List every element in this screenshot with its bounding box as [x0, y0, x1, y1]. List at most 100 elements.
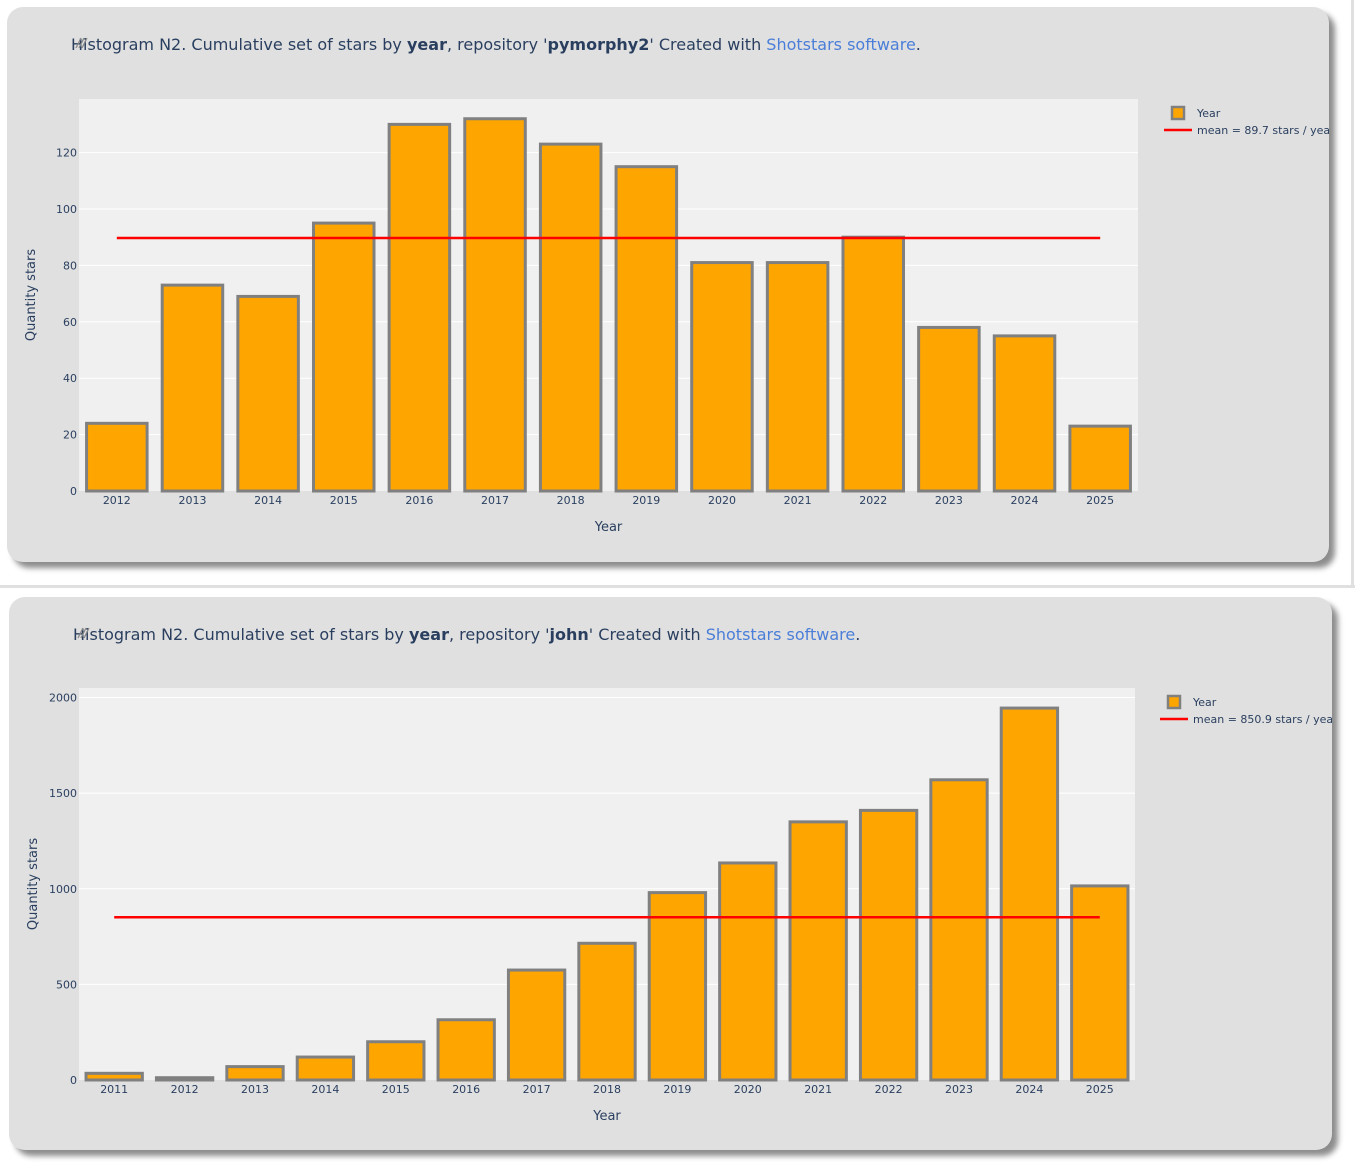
- bar-2019: [614, 165, 679, 493]
- bar-2017: [506, 968, 567, 1082]
- title-quote: ': [588, 625, 594, 644]
- bar-2013: [225, 1065, 285, 1082]
- x-tick-label: 2021: [804, 1083, 832, 1096]
- x-tick-label: 2023: [935, 494, 963, 507]
- title-quote: ': [649, 35, 654, 54]
- x-tick-label: 2020: [734, 1083, 762, 1096]
- bar-2015: [311, 221, 376, 493]
- y-tick-label: 1500: [49, 787, 77, 800]
- x-tick-label: 2025: [1086, 494, 1114, 507]
- title-end: .: [855, 625, 861, 644]
- bar-2023: [929, 778, 989, 1082]
- title-created: Created with: [593, 625, 706, 644]
- x-tick-label: 2022: [875, 1083, 903, 1096]
- title-prefix: Histogram N2. Cumulative set of stars by: [73, 625, 409, 644]
- y-tick-label: 20: [63, 429, 77, 442]
- title-created: Created with: [653, 35, 767, 54]
- x-axis-title: Year: [594, 520, 623, 535]
- page-edge-line: [1351, 0, 1354, 586]
- x-tick-label: 2013: [178, 494, 206, 507]
- x-tick-label: 2022: [859, 494, 887, 507]
- chart-card-pymorphy2: Histogram N2. Cumulative set of stars by…: [7, 7, 1329, 562]
- y-tick-label: 500: [56, 978, 77, 991]
- title-middle: , repository ': [446, 35, 548, 54]
- bar-2012: [154, 1076, 215, 1082]
- legend-bar-label: Year: [1196, 107, 1221, 120]
- bar-2016: [436, 1018, 496, 1082]
- bar-2019: [647, 891, 708, 1082]
- x-tick-label: 2015: [382, 1083, 410, 1096]
- y-tick-label: 60: [63, 316, 77, 329]
- x-tick-label: 2025: [1086, 1083, 1114, 1096]
- title-repo-name: pymorphy2: [547, 35, 650, 54]
- bar-2018: [577, 941, 637, 1082]
- title-bold-word: year: [406, 35, 447, 54]
- legend-mean-label: mean = 850.9 stars / year: [1193, 713, 1332, 726]
- y-axis-title: Quantity stars: [24, 249, 39, 341]
- legend-bar-swatch: [1166, 694, 1182, 710]
- legend-bar-label: Year: [1192, 696, 1217, 709]
- x-tick-label: 2012: [171, 1083, 199, 1096]
- x-tick-label: 2023: [945, 1083, 973, 1096]
- bar-2021: [765, 261, 830, 493]
- bar-2014: [236, 294, 300, 493]
- y-axis-title: Quantity stars: [26, 838, 41, 930]
- y-tick-label: 2000: [49, 692, 77, 705]
- bar-2020: [718, 861, 778, 1082]
- bar-2012: [85, 421, 149, 493]
- chart-title: Histogram N2. Cumulative set of stars by…: [73, 625, 860, 644]
- x-tick-label: 2024: [1015, 1083, 1043, 1096]
- bar-2021: [788, 820, 848, 1082]
- y-tick-label: 100: [56, 203, 77, 216]
- bar-2025: [1068, 424, 1132, 493]
- bar-2022: [858, 808, 919, 1082]
- x-axis-title: Year: [592, 1109, 621, 1124]
- bar-2011: [84, 1071, 144, 1082]
- y-tick-label: 0: [70, 1074, 77, 1087]
- title-prefix: Histogram N2. Cumulative set of stars by: [71, 35, 407, 54]
- legend-bar-swatch: [1170, 105, 1186, 121]
- pencil-icon: [77, 627, 90, 639]
- chart-card-john: Histogram N2. Cumulative set of stars by…: [9, 597, 1332, 1150]
- bar-2017: [463, 117, 527, 493]
- x-tick-label: 2013: [241, 1083, 269, 1096]
- x-tick-label: 2018: [557, 494, 585, 507]
- x-tick-label: 2015: [330, 494, 358, 507]
- title-bold-word: year: [408, 625, 449, 644]
- bar-chart-svg: 0 500 1000 1500 2000 2011 2012 2013 2014 2015 2016…: [26, 688, 1332, 1124]
- x-tick-label: 2020: [708, 494, 736, 507]
- bar-2015: [366, 1040, 426, 1082]
- bar-2014: [295, 1055, 356, 1082]
- legend-mean-label: mean = 89.7 stars / year: [1197, 124, 1329, 137]
- title-middle: , repository ': [448, 625, 550, 644]
- x-tick-label: 2014: [311, 1083, 339, 1096]
- bar-2025: [1070, 884, 1130, 1082]
- bar-2016: [387, 122, 452, 493]
- bar-2024: [999, 706, 1060, 1082]
- x-tick-label: 2016: [452, 1083, 480, 1096]
- x-tick-label: 2017: [481, 494, 509, 507]
- shotstars-link[interactable]: Shotstars software: [705, 625, 856, 644]
- x-tick-label: 2021: [784, 494, 812, 507]
- bar-2013: [160, 283, 225, 493]
- y-tick-label: 0: [70, 485, 77, 498]
- x-tick-label: 2024: [1011, 494, 1039, 507]
- title-repo-name: john: [549, 625, 589, 644]
- section-divider: [0, 585, 1355, 588]
- title-end: .: [915, 35, 921, 54]
- x-tick-label: 2018: [593, 1083, 621, 1096]
- y-tick-label: 80: [63, 259, 77, 272]
- bar-2022: [841, 235, 906, 493]
- bar-2018: [538, 142, 603, 493]
- x-tick-label: 2012: [103, 494, 131, 507]
- x-tick-label: 2014: [254, 494, 282, 507]
- y-tick-label: 40: [63, 372, 77, 385]
- y-tick-label: 120: [56, 147, 77, 160]
- bar-2024: [992, 334, 1057, 493]
- bar-2023: [917, 325, 981, 493]
- chart-title: Histogram N2. Cumulative set of stars by…: [71, 35, 921, 54]
- x-tick-label: 2017: [523, 1083, 551, 1096]
- shotstars-link[interactable]: Shotstars software: [766, 35, 916, 54]
- x-tick-label: 2016: [405, 494, 433, 507]
- bar-chart-svg: 0 20 40 60 80 100 120 2012 2013 2014 2015 2016 2017 2…: [24, 99, 1329, 535]
